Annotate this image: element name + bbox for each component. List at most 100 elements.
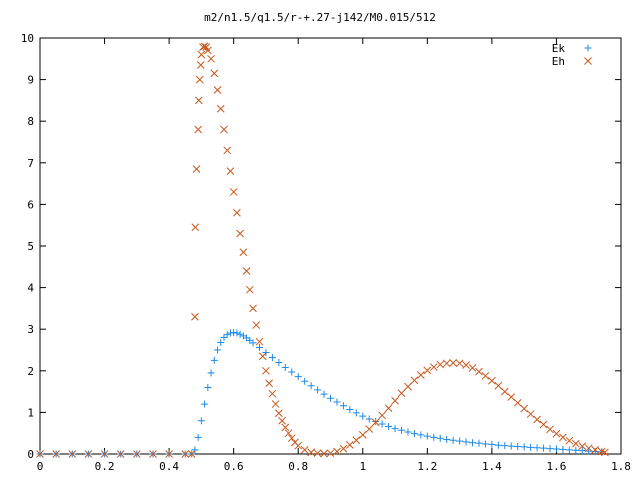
data-point bbox=[194, 433, 202, 441]
series-eh bbox=[36, 42, 609, 458]
data-point bbox=[252, 321, 261, 329]
data-point bbox=[371, 418, 380, 427]
data-point bbox=[384, 404, 393, 413]
data-point bbox=[552, 445, 560, 453]
x-tick-label: 0.8 bbox=[288, 460, 308, 473]
data-point bbox=[307, 382, 315, 390]
data-point bbox=[571, 439, 580, 448]
y-tick-label: 2 bbox=[27, 365, 34, 378]
data-point bbox=[520, 443, 528, 451]
data-point bbox=[226, 167, 235, 175]
data-point bbox=[262, 366, 270, 375]
y-tick-label: 7 bbox=[27, 157, 34, 170]
data-point bbox=[196, 61, 205, 69]
data-point bbox=[275, 409, 283, 418]
data-point bbox=[365, 415, 373, 423]
data-point bbox=[352, 436, 361, 445]
data-point bbox=[469, 439, 477, 447]
data-point bbox=[475, 439, 483, 447]
data-point bbox=[281, 423, 290, 432]
data-point bbox=[601, 448, 609, 457]
data-point bbox=[578, 447, 586, 455]
data-point bbox=[533, 444, 541, 452]
data-point bbox=[223, 146, 232, 155]
data-point bbox=[352, 409, 360, 417]
data-point bbox=[514, 443, 522, 451]
data-point bbox=[533, 415, 541, 424]
data-point bbox=[320, 390, 328, 398]
data-point bbox=[456, 437, 464, 445]
data-point bbox=[116, 450, 125, 458]
data-point bbox=[320, 449, 328, 458]
data-point bbox=[559, 433, 567, 442]
data-point bbox=[591, 445, 600, 454]
data-point bbox=[194, 125, 203, 134]
data-point bbox=[358, 431, 367, 439]
data-point bbox=[513, 398, 522, 407]
data-point bbox=[417, 431, 425, 439]
data-point bbox=[233, 329, 241, 337]
data-point bbox=[194, 96, 203, 105]
legend-label-ek: Ek bbox=[552, 42, 566, 55]
data-point bbox=[429, 363, 438, 371]
data-point bbox=[326, 449, 335, 458]
data-point bbox=[475, 367, 483, 376]
data-point bbox=[468, 364, 477, 372]
data-point bbox=[546, 445, 554, 453]
data-point bbox=[346, 440, 354, 449]
x-tick-label: 0.6 bbox=[224, 460, 244, 473]
data-point bbox=[584, 444, 593, 453]
data-point bbox=[181, 450, 190, 458]
data-point bbox=[242, 267, 251, 275]
y-tick-label: 8 bbox=[27, 115, 34, 128]
data-point bbox=[385, 423, 393, 431]
data-point bbox=[132, 450, 141, 458]
data-point bbox=[100, 450, 109, 458]
data-point bbox=[455, 359, 464, 368]
data-point bbox=[210, 69, 219, 78]
data-point bbox=[84, 450, 93, 458]
data-marks bbox=[36, 42, 609, 458]
plot-frame bbox=[39, 37, 622, 455]
data-point bbox=[500, 387, 509, 396]
data-point bbox=[372, 418, 380, 426]
y-tick-label: 3 bbox=[27, 323, 34, 336]
data-point bbox=[236, 330, 244, 338]
y-tick-label: 0 bbox=[27, 448, 34, 461]
data-point bbox=[229, 188, 238, 196]
data-point bbox=[294, 373, 302, 381]
data-point bbox=[378, 420, 386, 428]
data-point bbox=[68, 450, 77, 458]
data-point bbox=[462, 438, 470, 446]
data-point bbox=[314, 386, 322, 394]
legend-marker-ek bbox=[584, 44, 592, 52]
x-tick-label: 1.6 bbox=[547, 460, 567, 473]
data-point bbox=[378, 411, 386, 420]
data-point bbox=[245, 285, 254, 294]
data-point bbox=[191, 312, 199, 321]
data-point bbox=[507, 442, 515, 450]
series-ek bbox=[36, 329, 606, 458]
y-tick-label: 6 bbox=[27, 198, 34, 211]
data-point bbox=[199, 43, 207, 52]
y-tick-label: 9 bbox=[27, 74, 34, 87]
data-point bbox=[287, 434, 296, 443]
data-point bbox=[501, 442, 509, 450]
data-point bbox=[462, 361, 470, 369]
axis-ticks: 0 0.2 0.4 0.6 0.8 1 1.2 1.4 1.6 1.8 0 1 2 3 4 5 6 7 8 9 10 bbox=[21, 32, 631, 473]
data-point bbox=[449, 359, 458, 367]
data-point bbox=[207, 369, 215, 377]
data-point bbox=[236, 229, 244, 238]
data-point bbox=[249, 339, 257, 347]
data-point bbox=[398, 426, 406, 434]
data-point bbox=[214, 346, 222, 354]
data-point bbox=[165, 450, 173, 458]
data-point bbox=[307, 448, 315, 457]
data-point bbox=[404, 428, 412, 436]
data-point bbox=[52, 450, 60, 458]
x-tick-label: 0.2 bbox=[95, 460, 115, 473]
data-point bbox=[313, 449, 322, 458]
x-tick-label: 0.4 bbox=[159, 460, 179, 473]
data-point bbox=[149, 450, 157, 458]
data-point bbox=[339, 402, 347, 410]
